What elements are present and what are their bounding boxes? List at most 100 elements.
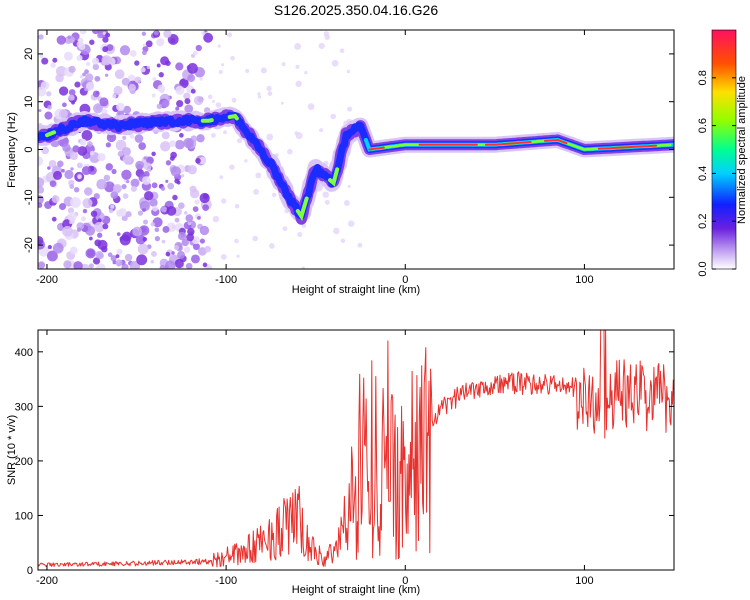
noise-blob (99, 97, 109, 107)
noise-blob (160, 186, 166, 191)
noise-blob (124, 253, 133, 262)
noise-blob (93, 193, 100, 200)
noise-blob (82, 198, 93, 209)
noise-blob (101, 246, 108, 253)
noise-blob (121, 263, 129, 269)
spectrogram-xlabel: Height of straight line (km) (292, 284, 420, 296)
noise-blob (196, 134, 205, 143)
noise-blob (57, 225, 61, 229)
noise-blob (62, 102, 67, 108)
noise-blob (111, 168, 117, 175)
noise-blob (175, 106, 180, 111)
noise-blob (190, 254, 200, 264)
noise-blob (357, 242, 363, 248)
noise-blob (84, 187, 93, 196)
noise-blob (88, 263, 94, 269)
noise-blob (217, 44, 221, 48)
chart-title: S126.2025.350.04.16.G26 (274, 2, 438, 18)
noise-blob (143, 219, 148, 225)
colorbar-label: Normalized spectral amplitude (736, 76, 748, 224)
noise-blob (183, 246, 191, 254)
noise-blob (72, 145, 80, 153)
noise-blob (206, 265, 213, 269)
noise-blob (58, 109, 68, 119)
noise-blob (89, 39, 95, 45)
x-tick-label: -100 (215, 274, 237, 286)
noise-blob (38, 108, 42, 112)
noise-blob (192, 50, 198, 56)
noise-blob (94, 221, 105, 233)
noise-blob (121, 77, 130, 86)
noise-blob (158, 72, 164, 78)
noise-blob (116, 232, 121, 236)
noise-blob (107, 252, 113, 257)
colorbar-tick-label: 0.2 (697, 214, 709, 229)
y-tick-label: -20 (23, 237, 35, 253)
noise-blob (343, 200, 350, 206)
noise-blob (184, 98, 191, 105)
noise-blob (152, 205, 159, 212)
x-tick-label: -200 (36, 575, 58, 587)
noise-blob (177, 250, 185, 259)
noise-blob (135, 160, 145, 170)
snr-ticks: -200 -100 0 100 0 100 200 300 400 (15, 330, 674, 587)
noise-blob (223, 130, 227, 135)
noise-blob (52, 242, 64, 254)
noise-blob (236, 138, 243, 144)
noise-blob (152, 76, 157, 81)
noise-blob (181, 238, 189, 247)
noise-blob (67, 211, 77, 222)
noise-blob (68, 89, 76, 96)
noise-blob (87, 141, 93, 147)
noise-blob (63, 51, 73, 61)
noise-blob (76, 162, 83, 169)
noise-blob (181, 174, 185, 178)
noise-blob (95, 104, 102, 111)
noise-blob (161, 239, 166, 244)
colorbar-gradient (711, 29, 737, 270)
noise-blob (257, 92, 261, 96)
noise-blob (185, 262, 193, 269)
ridge-core (484, 141, 532, 146)
ridge-core (544, 138, 568, 145)
snr-panel: -200 -100 0 100 0 100 200 300 400 Height of stra… (6, 329, 675, 596)
y-tick-label: 200 (15, 456, 33, 468)
noise-blob (51, 216, 57, 222)
noise-blob (174, 217, 180, 223)
noise-blob (295, 132, 303, 140)
noise-blob (38, 236, 44, 245)
noise-blob (105, 73, 109, 77)
noise-blob (171, 251, 175, 255)
x-tick-label: -200 (36, 274, 58, 286)
noise-blob (146, 156, 154, 165)
x-tick-label: 100 (575, 575, 593, 587)
noise-blob (142, 208, 146, 212)
noise-blob (260, 67, 267, 74)
noise-blob (103, 174, 111, 182)
noise-blob (71, 100, 75, 105)
noise-blob (119, 45, 131, 56)
noise-blob (59, 203, 67, 211)
noise-blob (266, 85, 272, 92)
noise-blob (215, 102, 222, 108)
noise-blob (187, 74, 196, 83)
noise-blob (160, 56, 170, 66)
noise-blob (193, 95, 204, 106)
colorbar-tick-label: 0.8 (697, 70, 709, 85)
noise-blob (91, 30, 100, 35)
noise-blob (201, 31, 206, 36)
noise-blob (324, 199, 330, 205)
noise-blob (135, 234, 146, 245)
noise-blob (91, 57, 100, 65)
noise-blob (82, 72, 86, 77)
noise-blob (176, 180, 181, 185)
noise-blob (77, 37, 84, 44)
noise-blob (144, 191, 154, 201)
noise-blob (126, 179, 130, 184)
noise-blob (194, 199, 200, 205)
noise-blob (295, 64, 300, 69)
noise-blob (134, 76, 142, 84)
y-tick-label: 10 (23, 96, 35, 108)
noise-blob (151, 182, 158, 189)
